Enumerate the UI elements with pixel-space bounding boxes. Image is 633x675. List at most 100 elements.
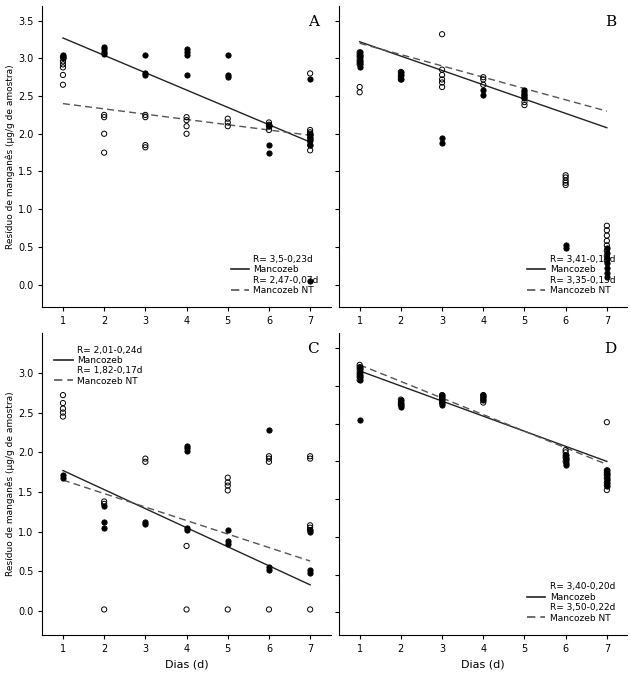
Point xyxy=(561,170,571,181)
Point xyxy=(264,562,274,573)
Point xyxy=(264,451,274,462)
Point xyxy=(602,416,612,427)
Point xyxy=(58,70,68,80)
Point xyxy=(478,389,488,400)
Point xyxy=(561,458,571,468)
Point xyxy=(602,245,612,256)
Point xyxy=(305,453,315,464)
Point xyxy=(396,67,406,78)
Point xyxy=(602,248,612,259)
Point xyxy=(305,524,315,535)
Point xyxy=(58,59,68,70)
Point xyxy=(99,128,110,139)
Point xyxy=(354,364,365,375)
Point xyxy=(99,42,110,53)
Point xyxy=(354,362,365,373)
Point xyxy=(305,275,315,286)
Point xyxy=(396,74,406,85)
Point xyxy=(520,87,530,98)
Point xyxy=(305,140,315,151)
Point xyxy=(182,115,192,126)
Point xyxy=(223,72,233,82)
Legend: R= 2,01-0,24d, Mancozeb, R= 1,82-0,17d, Mancozeb NT: R= 2,01-0,24d, Mancozeb, R= 1,82-0,17d, … xyxy=(53,344,144,387)
Legend: R= 3,41-0,19d, Mancozeb, R= 3,35-0,15d, Mancozeb NT: R= 3,41-0,19d, Mancozeb, R= 3,35-0,15d, … xyxy=(525,253,617,297)
Point xyxy=(58,80,68,90)
Point xyxy=(602,485,612,495)
Point xyxy=(264,456,274,467)
Point xyxy=(396,74,406,85)
Point xyxy=(182,44,192,55)
Point xyxy=(602,480,612,491)
Point xyxy=(223,113,233,124)
Point xyxy=(437,400,447,410)
Point xyxy=(223,121,233,132)
Point xyxy=(58,472,68,483)
Point xyxy=(478,392,488,403)
Point xyxy=(437,392,447,403)
Point xyxy=(437,397,447,408)
Point xyxy=(478,80,488,90)
Point xyxy=(437,29,447,40)
Point xyxy=(141,453,151,464)
Point xyxy=(602,472,612,483)
Point xyxy=(223,70,233,80)
Point xyxy=(58,51,68,62)
Point xyxy=(354,87,365,98)
Text: D: D xyxy=(604,342,616,356)
Point xyxy=(602,243,612,254)
Point xyxy=(561,452,571,463)
Point xyxy=(354,360,365,371)
Point xyxy=(437,64,447,75)
Point xyxy=(223,472,233,483)
Point xyxy=(58,407,68,418)
Point xyxy=(182,47,192,58)
Point xyxy=(305,136,315,146)
Point xyxy=(602,268,612,279)
Point xyxy=(99,604,110,615)
Point xyxy=(354,369,365,380)
Point xyxy=(354,51,365,62)
Point xyxy=(602,467,612,478)
Point xyxy=(602,475,612,485)
Point xyxy=(478,397,488,408)
Point xyxy=(478,394,488,405)
Point xyxy=(602,470,612,481)
Point xyxy=(223,485,233,495)
Point xyxy=(58,389,68,400)
Point xyxy=(264,119,274,130)
Point xyxy=(396,397,406,408)
Point xyxy=(602,258,612,269)
Point xyxy=(182,112,192,123)
Point xyxy=(354,55,365,65)
Point xyxy=(520,84,530,95)
Point xyxy=(354,414,365,425)
Point xyxy=(561,445,571,456)
Point xyxy=(305,522,315,533)
Point xyxy=(602,250,612,261)
Point xyxy=(520,92,530,103)
Point xyxy=(520,92,530,103)
Point xyxy=(58,53,68,63)
Point xyxy=(602,467,612,478)
Point xyxy=(305,526,315,537)
Point xyxy=(602,480,612,491)
Point xyxy=(437,397,447,408)
Point xyxy=(305,128,315,139)
Point xyxy=(561,456,571,467)
Point xyxy=(58,62,68,73)
Point xyxy=(99,112,110,123)
Point xyxy=(58,398,68,408)
Text: A: A xyxy=(308,15,319,28)
Point xyxy=(264,604,274,615)
Point xyxy=(305,568,315,578)
Point xyxy=(602,220,612,231)
Point xyxy=(182,446,192,456)
Point xyxy=(602,263,612,273)
Point xyxy=(354,364,365,375)
Point xyxy=(602,230,612,241)
Point xyxy=(264,425,274,435)
Point xyxy=(305,604,315,615)
Point xyxy=(437,389,447,400)
Point xyxy=(182,49,192,60)
Point xyxy=(437,77,447,88)
